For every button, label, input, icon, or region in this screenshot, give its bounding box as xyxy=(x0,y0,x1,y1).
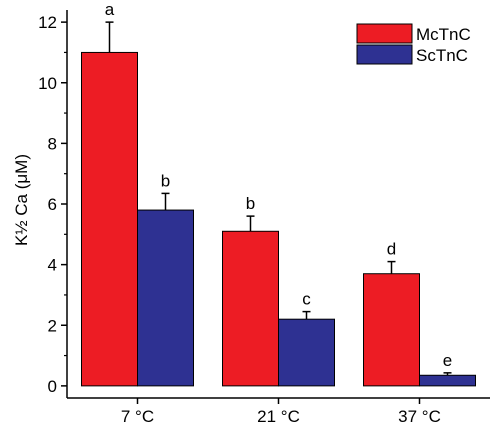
significance-label: b xyxy=(246,194,255,213)
legend-swatch-mctnc xyxy=(356,23,413,44)
bar-sctnc-2 xyxy=(419,374,476,387)
y-tick-label: 12 xyxy=(38,13,57,32)
bars: a b b c d e xyxy=(81,0,476,387)
x-tick-label: 37 °C xyxy=(398,407,441,426)
y-tick-label: 0 xyxy=(48,377,57,396)
axes: 0 2 4 6 8 10 12 7 °C 21 °C 37 °C xyxy=(38,10,490,426)
y-tick-label: 8 xyxy=(48,134,57,153)
y-tick-label: 10 xyxy=(38,74,57,93)
significance-label: e xyxy=(443,351,452,370)
x-tick-label: 21 °C xyxy=(257,407,300,426)
bar-sctnc-0 xyxy=(137,209,194,387)
significance-label: d xyxy=(387,240,396,259)
legend: McTnC ScTnC xyxy=(356,23,471,65)
bar-sctnc-1 xyxy=(278,318,335,387)
legend-swatch-sctnc xyxy=(356,44,413,65)
significance-label: b xyxy=(161,171,170,190)
bar-mctnc-0 xyxy=(81,51,138,387)
y-tick-label: 4 xyxy=(48,256,57,275)
y-tick-label: 2 xyxy=(48,316,57,335)
y-axis-label: K½ Ca (μM) xyxy=(12,154,31,246)
significance-label: c xyxy=(302,290,311,309)
bar-mctnc-1 xyxy=(222,230,279,387)
y-tick-label: 6 xyxy=(48,195,57,214)
significance-label: a xyxy=(105,0,115,19)
bar-mctnc-2 xyxy=(363,273,420,387)
legend-label-sctnc: ScTnC xyxy=(416,46,468,65)
x-tick-label: 7 °C xyxy=(121,407,154,426)
legend-label-mctnc: McTnC xyxy=(416,25,471,44)
